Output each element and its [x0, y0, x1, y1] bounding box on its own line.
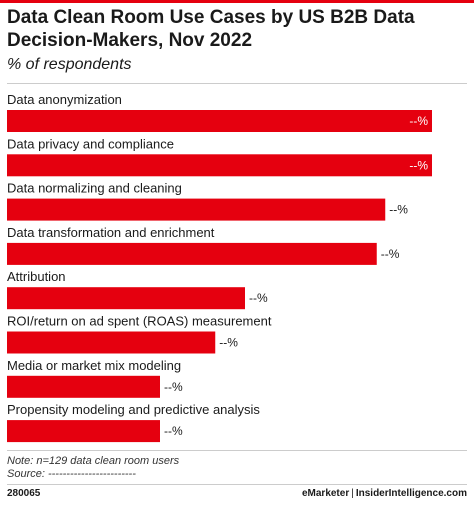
category-label: Media or market mix modeling: [7, 358, 181, 373]
category-label: ROI/return on ad spent (ROAS) measuremen…: [7, 314, 272, 329]
bar: [7, 154, 432, 177]
data-label: --%: [219, 336, 238, 350]
category-label: Data anonymization: [7, 92, 122, 107]
top-accent-rule: [0, 0, 474, 3]
footer-divider: [7, 484, 467, 485]
brand-insider-intelligence: InsiderIntelligence.com: [355, 488, 467, 499]
bar: [7, 198, 386, 221]
category-label: Propensity modeling and predictive analy…: [7, 402, 260, 417]
data-label: --%: [164, 424, 183, 438]
bar: [7, 375, 160, 398]
bar: [7, 287, 245, 310]
data-label: --%: [249, 291, 268, 305]
chart-title: Data Clean Room Use Cases by US B2B Data…: [7, 7, 415, 51]
data-label: --%: [409, 114, 428, 128]
category-label: Data normalizing and cleaning: [7, 181, 182, 196]
chart-subtitle: % of respondents: [7, 56, 132, 73]
footer-brand: eMarketer | InsiderIntelligence.com: [302, 488, 467, 499]
category-label: Data transformation and enrichment: [7, 225, 215, 240]
bar: [7, 420, 160, 443]
brand-emarketer: eMarketer: [301, 488, 350, 499]
footnote-note: Note: n=129 data clean room users: [7, 455, 180, 467]
data-label: --%: [381, 247, 400, 261]
data-label: --%: [164, 380, 183, 394]
bar: [7, 110, 432, 132]
footnote-source: Source: ------------------------: [7, 468, 136, 480]
data-label: --%: [389, 203, 408, 217]
category-label: Attribution: [7, 269, 66, 284]
header-divider: [7, 83, 467, 84]
bar: [7, 242, 377, 265]
footnote-divider: [7, 450, 467, 451]
category-label: Data privacy and compliance: [7, 136, 174, 151]
bar: [7, 331, 216, 354]
chart-id: 280065: [7, 488, 41, 499]
brand-separator: |: [351, 488, 354, 499]
data-label: --%: [409, 158, 428, 172]
